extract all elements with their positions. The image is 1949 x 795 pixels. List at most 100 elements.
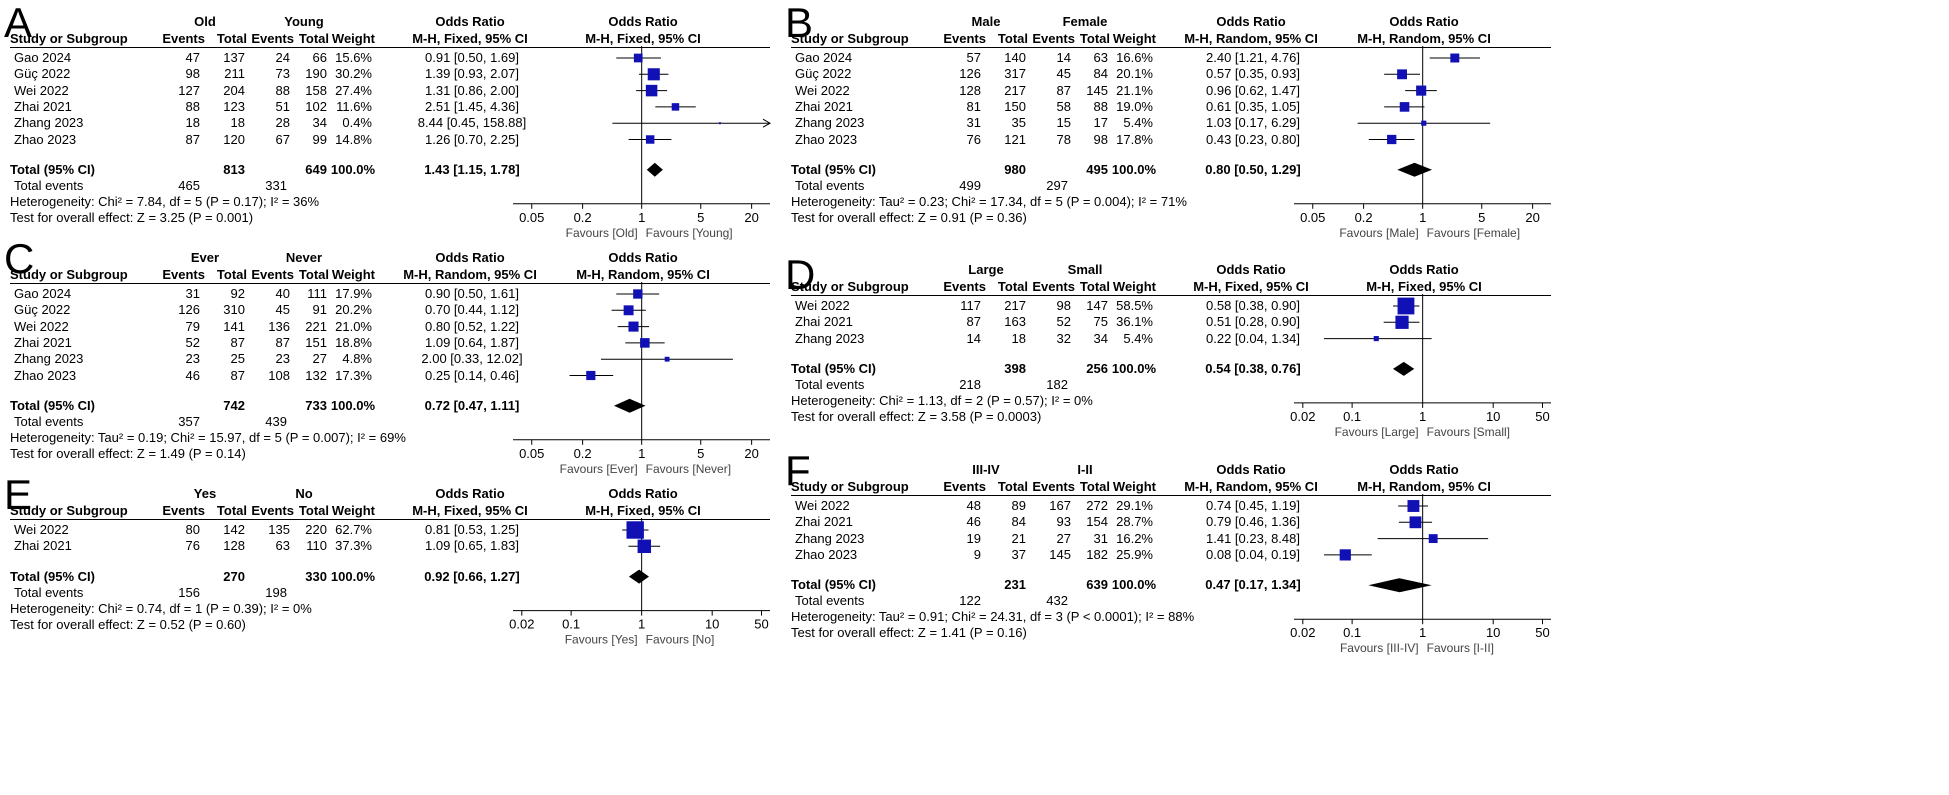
events2-cell: 32 [1056, 330, 1071, 346]
odds-ratio-header: Odds Ratio [435, 250, 505, 265]
method-plot-header: M-H, Random, 95% CI [1357, 479, 1491, 494]
events2-cell: 108 [268, 367, 290, 383]
study-name: Zhai 2021 [795, 98, 853, 114]
events1-cell: 76 [966, 131, 981, 147]
total2-cell: 145 [1086, 82, 1108, 98]
study-header: Study or Subgroup [791, 279, 909, 294]
total1-header: Total [216, 503, 247, 518]
events1-cell: 31 [185, 286, 200, 301]
weight-header: Weight [1112, 279, 1156, 294]
summary-diamond [1368, 578, 1432, 593]
odds-ratio-header: Odds Ratio [435, 14, 505, 29]
total1-header: Total [216, 267, 247, 282]
heterogeneity-text: Heterogeneity: Tau² = 0.19; Chi² = 15.97… [10, 429, 406, 445]
total2-cell: 154 [1086, 514, 1108, 530]
total2-cell: 158 [305, 82, 327, 98]
events2-cell: 136 [268, 318, 290, 334]
events2-cell: 14 [1056, 50, 1071, 65]
method-header: M-H, Random, 95% CI [403, 267, 537, 282]
study-name: Güç 2022 [14, 66, 71, 82]
weight-cell: 37.3% [335, 538, 372, 554]
total2-header: Total [1079, 279, 1110, 294]
total-events2: 432 [1046, 593, 1068, 609]
forest-plot: 0.05 0.2 1 5 20 Favours [Male] Favours [Female… [1294, 46, 1551, 240]
heterogeneity-text: Heterogeneity: Tau² = 0.23; Chi² = 17.34… [791, 193, 1187, 209]
weight-cell: 5.4% [1123, 330, 1153, 346]
weight-cell: 15.6% [335, 50, 372, 65]
total2-cell: 34 [1093, 330, 1108, 346]
odds-ratio-plot-header: Odds Ratio [608, 486, 678, 501]
overall-effect-text: Test for overall effect: Z = 0.91 (P = 0… [791, 209, 1027, 225]
weight-cell: 20.1% [1116, 66, 1153, 82]
total-weight: 100.0% [330, 161, 375, 177]
events1-header: Events [162, 31, 205, 46]
ci-cell: 0.90 [0.50, 1.61] [425, 286, 519, 301]
favours-left-label: Favours [Large] [1335, 425, 1419, 439]
summary-diamond [628, 569, 649, 584]
forest-plot: 0.02 0.1 1 10 50 Favours [Large] Favours [Smal… [1290, 294, 1551, 439]
point-estimate [1416, 85, 1427, 96]
weight-cell: 62.7% [335, 522, 372, 537]
events2-header: Events [251, 267, 294, 282]
ci-cell: 0.80 [0.52, 1.22] [425, 318, 519, 334]
events1-cell: 81 [966, 98, 981, 114]
total1-cell: 120 [223, 131, 245, 147]
tick-label: 0.1 [1343, 625, 1361, 640]
method-header: M-H, Fixed, 95% CI [412, 503, 528, 518]
events2-cell: 15 [1056, 115, 1071, 131]
total1-cell: 123 [223, 98, 245, 114]
total-events-label: Total events [795, 376, 865, 392]
weight-cell: 58.5% [1116, 298, 1153, 313]
total-events-label: Total events [14, 584, 84, 600]
weight-cell: 4.8% [342, 351, 372, 367]
total1-cell: 150 [1004, 98, 1026, 114]
total2-cell: 221 [305, 318, 327, 334]
total1-value: 398 [1004, 360, 1026, 376]
total-events2: 331 [265, 177, 287, 193]
method-header: M-H, Random, 95% CI [1184, 31, 1318, 46]
total2-cell: 91 [312, 302, 327, 318]
total-weight: 100.0% [1111, 577, 1156, 593]
weight-cell: 17.3% [335, 367, 372, 383]
total-events1: 122 [959, 593, 981, 609]
total-events1: 357 [178, 413, 200, 429]
total-events2: 439 [265, 413, 287, 429]
study-name: Zhai 2021 [14, 98, 72, 114]
total-label: Total (95% CI) [10, 161, 95, 177]
study-name: Wei 2022 [14, 318, 69, 334]
study-name: Gao 2024 [14, 286, 72, 301]
events1-cell: 48 [966, 498, 981, 513]
tick-label: 1 [1419, 625, 1426, 640]
summary-diamond [646, 162, 663, 177]
events1-header: Events [943, 479, 986, 494]
events2-header: Events [1032, 279, 1075, 294]
total-weight: 100.0% [330, 397, 375, 413]
total2-cell: 31 [1093, 530, 1108, 546]
events1-cell: 19 [966, 530, 981, 546]
weight-cell: 16.2% [1116, 530, 1153, 546]
total2-cell: 110 [306, 538, 327, 554]
events2-cell: 88 [275, 82, 290, 98]
odds-ratio-header: Odds Ratio [1216, 462, 1286, 477]
study-name: Zhang 2023 [795, 115, 865, 131]
study-name: Zhai 2021 [14, 538, 72, 554]
tick-label: 50 [754, 617, 768, 632]
favours-right-label: Favours [Small] [1427, 425, 1510, 439]
study-header: Study or Subgroup [791, 31, 909, 46]
study-name: Güç 2022 [14, 302, 71, 318]
events2-cell: 23 [275, 351, 290, 367]
heterogeneity-text: Heterogeneity: Tau² = 0.91; Chi² = 24.31… [791, 609, 1195, 625]
overall-effect-text: Test for overall effect: Z = 3.25 (P = 0… [10, 209, 254, 225]
events2-cell: 67 [275, 131, 290, 147]
study-header: Study or Subgroup [791, 479, 909, 494]
ci-cell: 0.25 [0.14, 0.46] [425, 367, 519, 383]
total2-header: Total [1079, 31, 1110, 46]
total-ci: 0.92 [0.66, 1.27] [424, 568, 520, 584]
study-name: Zhang 2023 [14, 115, 84, 131]
events2-cell: 73 [275, 66, 290, 82]
total1-value: 813 [223, 161, 245, 177]
heterogeneity-text: Heterogeneity: Chi² = 7.84, df = 5 (P = … [10, 193, 320, 209]
favours-right-label: Favours [Never] [646, 462, 731, 476]
total-events1: 465 [178, 177, 200, 193]
study-header: Study or Subgroup [10, 503, 128, 518]
